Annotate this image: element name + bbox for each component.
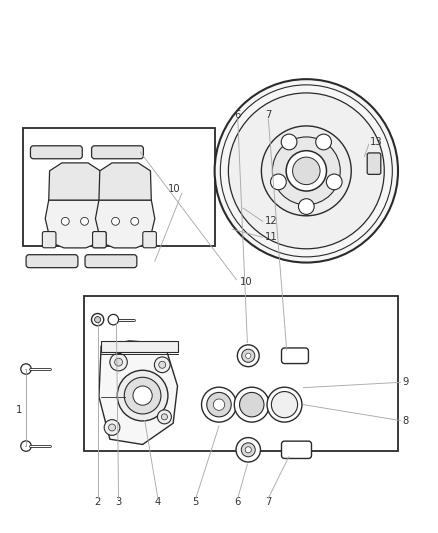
Circle shape [293,157,320,184]
Circle shape [104,419,120,435]
FancyBboxPatch shape [42,231,56,248]
Circle shape [246,353,251,358]
Circle shape [81,217,88,225]
Polygon shape [99,163,151,200]
Circle shape [245,447,251,453]
Polygon shape [95,200,155,248]
FancyBboxPatch shape [92,231,106,248]
Circle shape [21,364,31,374]
Circle shape [272,392,297,418]
FancyBboxPatch shape [282,441,311,458]
Circle shape [157,410,171,424]
Text: 10: 10 [240,278,253,287]
Circle shape [108,314,119,325]
Text: 11: 11 [265,232,278,243]
Polygon shape [49,163,101,200]
Circle shape [61,217,69,225]
FancyBboxPatch shape [85,255,137,268]
Bar [101,341,177,352]
Circle shape [316,134,332,150]
Circle shape [133,386,152,405]
Circle shape [207,392,231,417]
Circle shape [112,217,120,225]
Circle shape [267,387,302,422]
Circle shape [271,174,286,190]
Circle shape [281,134,297,150]
Text: 4: 4 [155,497,161,507]
Circle shape [110,353,127,371]
Circle shape [326,174,342,190]
Circle shape [241,443,255,457]
FancyBboxPatch shape [92,231,106,248]
Circle shape [234,387,269,422]
Circle shape [237,345,259,367]
Circle shape [228,93,384,249]
FancyBboxPatch shape [92,146,143,159]
FancyBboxPatch shape [282,348,308,364]
Polygon shape [45,200,105,248]
Text: 13: 13 [370,136,382,147]
FancyBboxPatch shape [31,146,82,159]
Circle shape [21,441,31,451]
Circle shape [261,126,351,216]
Text: 12: 12 [265,216,278,227]
Circle shape [117,370,168,421]
Circle shape [159,361,166,368]
Circle shape [242,349,255,362]
Circle shape [161,414,167,420]
Text: 2: 2 [95,497,101,507]
FancyBboxPatch shape [367,153,381,174]
Text: 7: 7 [265,497,272,507]
Text: 5: 5 [193,497,199,507]
Circle shape [201,387,237,422]
Circle shape [286,151,326,191]
Circle shape [95,317,101,322]
Text: 1: 1 [16,405,23,415]
Circle shape [240,392,264,417]
Circle shape [272,137,340,205]
Circle shape [213,399,225,410]
Text: 10: 10 [168,184,181,195]
Text: 9: 9 [403,377,409,387]
Circle shape [115,358,123,366]
Text: 3: 3 [116,497,122,507]
Bar [22,128,215,246]
Circle shape [154,357,170,373]
Polygon shape [99,341,177,445]
Text: 8: 8 [403,416,409,425]
Bar [84,296,398,451]
FancyBboxPatch shape [143,231,156,248]
FancyBboxPatch shape [26,255,78,268]
Text: 6: 6 [235,110,241,120]
Circle shape [298,199,314,214]
Circle shape [215,79,398,263]
Circle shape [236,438,261,462]
Circle shape [131,217,139,225]
Circle shape [92,313,104,326]
Text: 7: 7 [265,110,272,120]
Circle shape [124,377,161,414]
Circle shape [109,424,116,431]
Text: 6: 6 [235,497,241,507]
